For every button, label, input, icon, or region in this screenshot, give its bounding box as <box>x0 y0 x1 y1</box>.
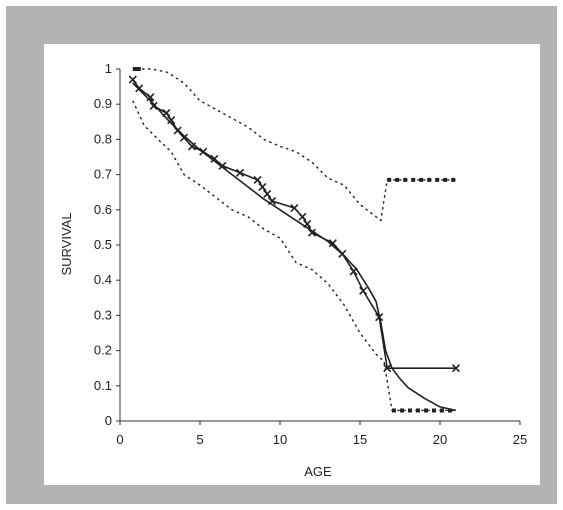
data-point-x-marker <box>383 364 392 373</box>
plot-area <box>128 67 461 413</box>
data-point-x-marker <box>338 249 347 258</box>
data-point-x-marker <box>451 364 461 373</box>
data-point-x-marker <box>253 175 262 184</box>
y-axis-title: SURVIVAL <box>59 212 74 275</box>
data-point-x-marker <box>328 239 337 248</box>
data-point-x-marker <box>307 228 317 237</box>
data-point-x-marker <box>135 84 144 93</box>
y-tick-label: 0.6 <box>94 202 112 217</box>
data-point-x-marker <box>263 189 272 199</box>
data-point-x-marker <box>210 154 219 163</box>
chart-panel: 0 0.1 0.2 0.3 0.4 0.5 0.6 0.7 0.8 0.9 1 0 5 10 15 20 25 … <box>44 44 540 485</box>
marker-stroke <box>218 161 227 170</box>
marker-stroke <box>173 126 182 135</box>
data-point-x-marker <box>128 75 137 84</box>
marker-stroke <box>210 154 219 163</box>
marker-stroke <box>167 115 176 125</box>
y-tick-label: 1 <box>105 61 112 76</box>
x-tick-label: 15 <box>353 432 367 447</box>
axes: 00.10.20.30.40.50.60.70.80.910 5 10 15 20 25 <box>94 61 527 447</box>
x-tick-label: 5 <box>196 432 203 447</box>
data-point-x-marker <box>235 168 245 177</box>
marker-stroke <box>253 175 262 184</box>
data-point-x-marker <box>375 313 384 322</box>
data-point-x-marker <box>298 212 307 221</box>
data-point-x-marker <box>199 147 208 156</box>
data-point-x-marker <box>359 286 368 295</box>
data-point-x-marker <box>267 196 277 206</box>
x-tick-label: 25 <box>513 432 527 447</box>
marker-stroke <box>235 168 245 177</box>
y-tick-label: 0.5 <box>94 237 112 252</box>
data-point-x-marker <box>258 182 267 191</box>
marker-stroke <box>162 108 171 118</box>
marker-stroke <box>359 286 368 295</box>
marker-stroke <box>383 364 392 373</box>
x-tick-label: 20 <box>433 432 447 447</box>
y-tick-label: 0.2 <box>94 343 112 358</box>
data-point-x-marker <box>349 267 358 276</box>
x-axis-title: AGE <box>304 464 332 479</box>
fitted-survival-curve <box>132 82 457 412</box>
marker-stroke <box>290 203 299 213</box>
y-tick-label: 0.7 <box>94 167 112 182</box>
marker-stroke <box>187 142 197 151</box>
survival-chart: 00.10.20.30.40.50.60.70.80.910 5 10 15 20 25 … <box>59 61 527 479</box>
marker-stroke <box>128 75 137 84</box>
data-point-x-marker <box>167 115 176 125</box>
y-tick-label: 0.3 <box>94 307 112 322</box>
y-tick-label: 0.8 <box>94 131 112 146</box>
marker-stroke <box>263 189 272 199</box>
marker-stroke <box>328 239 337 248</box>
marker-stroke <box>298 212 307 221</box>
empirical-survival-line <box>132 79 456 370</box>
data-point-x-marker <box>162 108 171 118</box>
marker-stroke <box>451 364 461 373</box>
marker-stroke <box>349 267 358 276</box>
marker-stroke <box>135 84 144 93</box>
data-point-x-marker <box>303 219 312 228</box>
x-tick-label: 10 <box>273 432 287 447</box>
data-point-x-marker <box>290 203 299 213</box>
data-point-x-marker <box>179 133 189 142</box>
marker-stroke <box>307 228 317 237</box>
lower-confidence-band <box>132 100 456 412</box>
y-tick-label: 0.9 <box>94 96 112 111</box>
marker-stroke <box>146 93 155 102</box>
marker-stroke <box>258 182 267 191</box>
y-tick-label: 0.4 <box>94 272 112 287</box>
data-point-x-marker <box>218 161 227 170</box>
y-tick-label: 0 <box>105 413 112 428</box>
marker-stroke <box>338 249 347 258</box>
data-point-x-marker <box>187 142 197 151</box>
x-tick-label: 0 <box>116 432 123 447</box>
marker-stroke <box>199 147 208 156</box>
data-point-x-marker <box>146 93 155 102</box>
data-point-x-marker <box>149 101 158 111</box>
marker-stroke <box>375 313 384 322</box>
marker-stroke <box>149 101 158 111</box>
y-tick-label: 0.1 <box>94 378 112 393</box>
data-point-x-marker <box>173 126 182 135</box>
upper-confidence-band <box>136 68 456 222</box>
marker-stroke <box>303 219 312 228</box>
figure-frame: 0 0.1 0.2 0.3 0.4 0.5 0.6 0.7 0.8 0.9 1 0 5 10 15 20 25 … <box>6 6 557 504</box>
marker-stroke <box>179 133 189 142</box>
marker-stroke <box>267 196 277 206</box>
